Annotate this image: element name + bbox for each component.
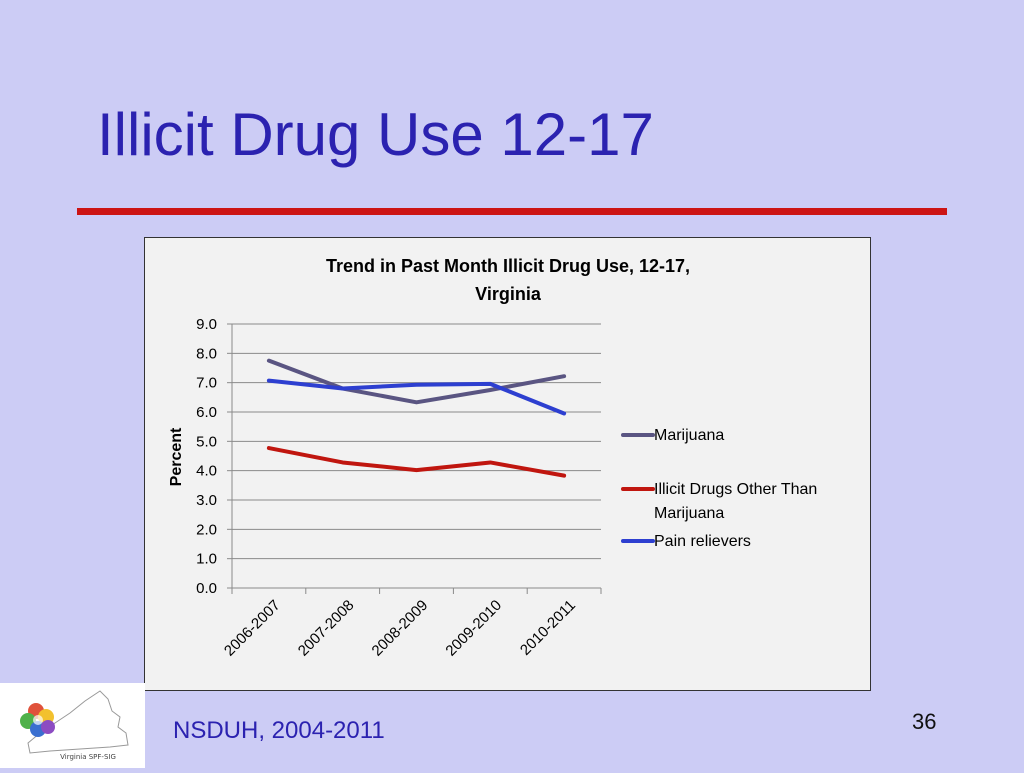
y-tick-label: 0.0 [196, 580, 217, 597]
x-tick-label: 2008-2009 [369, 597, 432, 660]
legend-label: Marijuana [654, 427, 724, 444]
line-chart: Trend in Past Month Illicit Drug Use, 12… [145, 238, 870, 690]
x-tick-label: 2006-2007 [221, 597, 284, 660]
x-tick-label: 2010-2011 [517, 597, 579, 659]
y-tick-label: 8.0 [196, 345, 217, 362]
x-tick-label: 2007-2008 [295, 597, 358, 660]
y-tick-label: 7.0 [196, 375, 217, 392]
series-lines [269, 361, 564, 476]
chart-title: Trend in Past Month Illicit Drug Use, 12… [326, 256, 690, 276]
logo: Virginia SPF-SIG [0, 683, 145, 768]
chart-subtitle: Virginia [475, 284, 542, 304]
source-citation: NSDUH, 2004-2011 [173, 717, 385, 745]
grid-lines [227, 324, 601, 588]
y-tick-label: 2.0 [196, 521, 217, 538]
flower-petal-purple [41, 720, 55, 734]
y-tick-labels: 0.0 1.0 2.0 3.0 4.0 5.0 6.0 7.0 8.0 9.0 [196, 316, 217, 597]
x-tick-label: 2009-2010 [442, 597, 505, 660]
y-tick-label: 9.0 [196, 316, 217, 333]
flower-center [33, 715, 43, 725]
legend-label: Pain relievers [654, 533, 751, 550]
title-divider [77, 208, 947, 215]
y-tick-label: 6.0 [196, 404, 217, 421]
y-tick-label: 3.0 [196, 492, 217, 509]
slide-title: Illicit Drug Use 12-17 [97, 100, 654, 169]
y-tick-label: 1.0 [196, 551, 217, 568]
y-axis-label: Percent [168, 427, 185, 486]
y-tick-label: 4.0 [196, 463, 217, 480]
y-tick-label: 5.0 [196, 433, 217, 450]
series-line-1 [269, 448, 564, 476]
chart-panel: Trend in Past Month Illicit Drug Use, 12… [144, 237, 871, 691]
logo-text: Virginia SPF-SIG [60, 753, 116, 761]
page-number: 36 [912, 709, 936, 735]
